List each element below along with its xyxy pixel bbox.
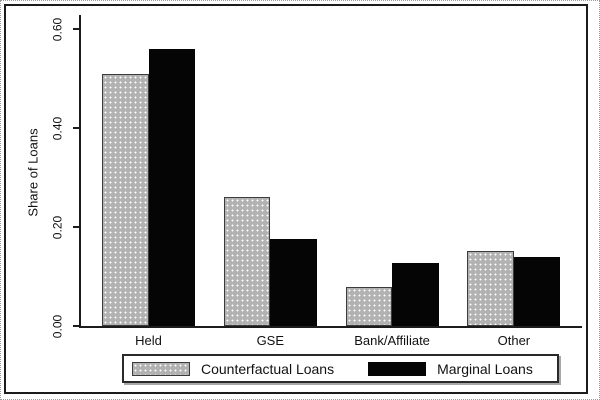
x-category-label-gse: GSE: [256, 333, 285, 348]
x-axis-line: [79, 326, 582, 328]
legend-swatch-marginal-icon: [368, 361, 427, 376]
y-tick-label: 0.20: [50, 215, 65, 239]
legend-label-marginal: Marginal Loans: [437, 360, 533, 377]
bar-other-counterfactual: [467, 251, 514, 326]
y-axis-line: [79, 15, 81, 328]
plot-frame: [4, 4, 588, 394]
y-tick-mark: [73, 226, 79, 228]
legend: Counterfactual Loans Marginal Loans: [122, 354, 559, 383]
legend-entry-counterfactual: Counterfactual Loans: [132, 361, 334, 377]
x-category-label-bank-affiliate: Bank/Affiliate: [354, 333, 430, 348]
bar-other-marginal: [513, 257, 561, 326]
bar-bank-affiliate-marginal: [392, 263, 439, 326]
y-tick-label: 0.60: [50, 17, 65, 41]
y-tick-mark: [73, 325, 79, 327]
y-axis-title: Share of Loans: [25, 128, 41, 217]
bar-held-marginal: [148, 49, 195, 326]
legend-swatch-counterfactual-icon: [132, 361, 190, 376]
y-tick-label: 0.40: [50, 116, 65, 140]
bar-gse-counterfactual: [223, 197, 271, 326]
x-category-label-other: Other: [497, 333, 531, 348]
legend-entry-marginal: Marginal Loans: [368, 361, 533, 377]
bar-gse-marginal: [270, 239, 317, 326]
x-category-label-held: Held: [135, 333, 162, 348]
bar-bank-affiliate-counterfactual: [345, 287, 393, 326]
legend-label-counterfactual: Counterfactual Loans: [201, 360, 335, 377]
bar-held-counterfactual: [102, 74, 149, 326]
y-tick-mark: [73, 127, 79, 129]
y-tick-mark: [73, 28, 79, 30]
y-tick-label: 0.00: [50, 314, 65, 338]
